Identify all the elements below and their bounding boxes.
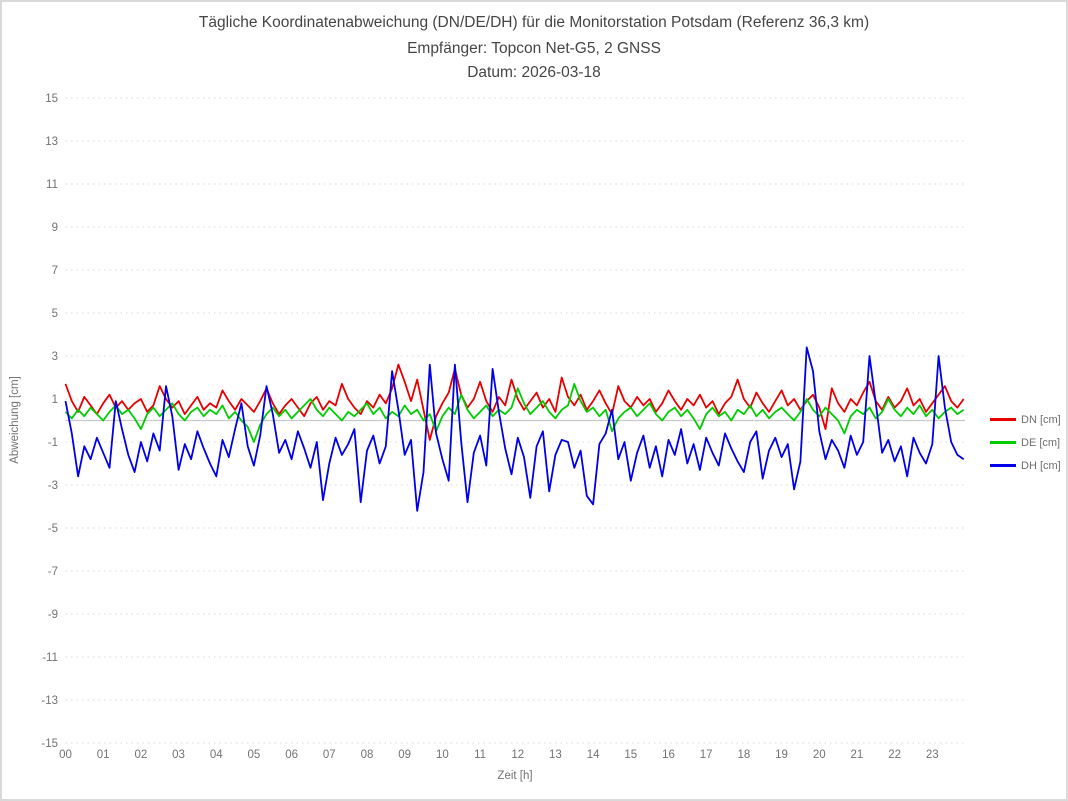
x-tick-label: 07: [323, 749, 336, 761]
y-tick-label: -5: [48, 523, 58, 535]
legend-item-dn: DN [cm]: [990, 408, 1061, 431]
x-tick-label: 11: [474, 749, 486, 761]
x-tick-label: 19: [775, 749, 788, 761]
y-tick-label: 7: [52, 265, 58, 277]
x-tick-label: 21: [851, 749, 864, 761]
chart-subtitle-date: Datum: 2026-03-18: [467, 64, 601, 81]
x-tick-label: 22: [888, 749, 901, 761]
y-tick-label: -1: [48, 437, 58, 449]
y-axis-title: Abweichung [cm]: [9, 376, 21, 464]
series-line-de: [64, 382, 965, 443]
y-tick-label: -9: [48, 609, 58, 621]
legend-item-dh: DH [cm]: [990, 454, 1061, 477]
y-tick-label: -13: [41, 695, 58, 707]
x-tick-label: 23: [926, 749, 939, 761]
x-tick-label: 01: [97, 749, 110, 761]
x-tick-label: 13: [549, 749, 562, 761]
x-tick-label: 02: [134, 749, 147, 761]
y-tick-label: -11: [42, 652, 58, 664]
y-tick-label: 9: [52, 222, 58, 234]
x-tick-label: 16: [662, 749, 675, 761]
x-tick-label: 14: [587, 749, 600, 761]
chart-title: Tägliche Koordinatenabweichung (DN/DE/DH…: [198, 14, 870, 31]
x-tick-label: 04: [210, 749, 223, 761]
y-tick-label: -15: [41, 738, 58, 750]
legend: DN [cm] DE [cm] DH [cm]: [990, 408, 1061, 477]
y-tick-label: 15: [45, 93, 58, 105]
x-tick-label: 12: [511, 749, 524, 761]
x-tick-label: 03: [172, 749, 185, 761]
y-tick-label: 11: [46, 179, 58, 191]
y-tick-label: 13: [45, 136, 58, 148]
series-line-dn: [64, 363, 965, 441]
x-tick-label: 08: [361, 749, 374, 761]
series-line-dh: [64, 346, 965, 512]
legend-swatch-dn: [990, 418, 1016, 421]
x-tick-label: 10: [436, 749, 449, 761]
legend-label-de: DE [cm]: [1021, 436, 1061, 449]
y-tick-label: 1: [52, 394, 58, 406]
x-tick-label: 05: [248, 749, 261, 761]
legend-label-dn: DN [cm]: [1021, 413, 1061, 426]
chart-subtitle-receiver: Empfänger: Topcon Net-G5, 2 GNSS: [407, 40, 661, 57]
legend-label-dh: DH [cm]: [1021, 459, 1061, 472]
x-tick-label: 15: [624, 749, 637, 761]
x-tick-label: 17: [700, 749, 713, 761]
x-tick-label: 00: [59, 749, 72, 761]
y-tick-label: 3: [52, 351, 58, 363]
y-tick-label: -3: [48, 480, 58, 492]
legend-item-de: DE [cm]: [990, 431, 1061, 454]
x-tick-label: 20: [813, 749, 826, 761]
legend-swatch-dh: [990, 464, 1016, 467]
x-tick-label: 09: [398, 749, 411, 761]
legend-swatch-de: [990, 441, 1016, 444]
x-tick-label: 18: [737, 749, 750, 761]
y-tick-label: 5: [52, 308, 58, 320]
chart-title-block: Tägliche Koordinatenabweichung (DN/DE/DH…: [2, 10, 1066, 85]
x-axis-title: Zeit [h]: [497, 770, 533, 782]
y-tick-label: -7: [48, 566, 58, 578]
x-tick-label: 06: [285, 749, 298, 761]
